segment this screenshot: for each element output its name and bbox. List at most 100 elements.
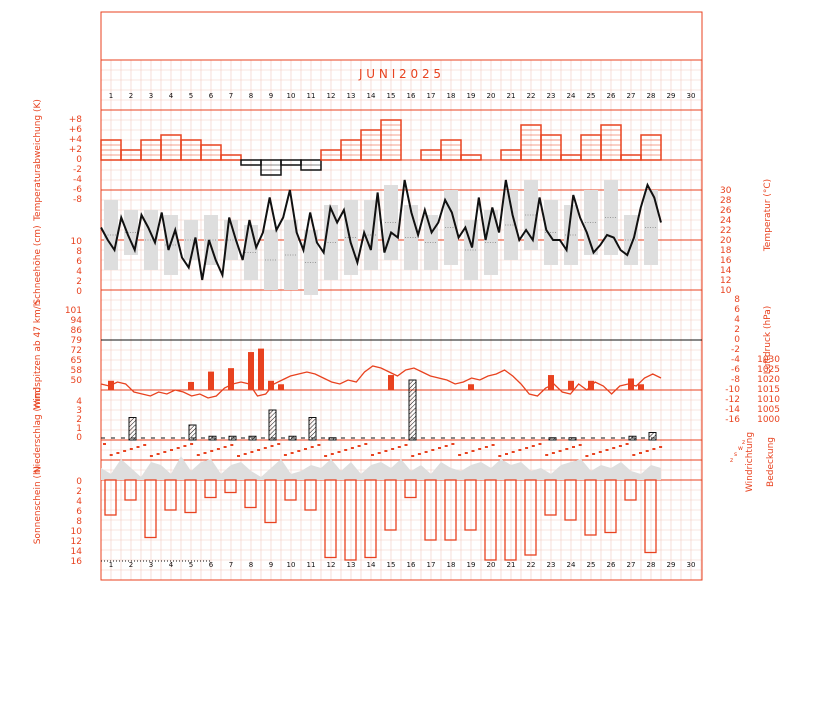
wind-dir-dot [250, 451, 254, 453]
day-label-bottom: 21 [507, 561, 516, 569]
wind-dir-dot [491, 444, 495, 446]
pressure-secondary-tick: 6 [734, 305, 740, 315]
cloud-cover-area [101, 456, 661, 480]
wind-dir-dot [243, 453, 247, 455]
anomaly-bar [540, 134, 562, 161]
wind-dir-tick: z [730, 457, 733, 464]
pressure-secondary-tick: 8 [734, 295, 740, 305]
day-label-top: 23 [547, 92, 556, 100]
gust-tick: 94 [71, 316, 83, 326]
sunshine-bar [404, 479, 417, 499]
sunshine-tick: 2 [76, 487, 82, 497]
wind-dir-dot [350, 447, 354, 449]
pressure-secondary-tick: -2 [731, 345, 740, 355]
day-label-top: 20 [487, 92, 496, 100]
sunshine-tick: 12 [71, 537, 82, 547]
day-label-top: 8 [249, 92, 253, 100]
sunshine-bar [144, 479, 157, 539]
wind-dir-dot [451, 443, 455, 445]
wind-dir-dot [645, 450, 649, 452]
day-label-bottom: 23 [547, 561, 556, 569]
wind-dir-dot [371, 454, 374, 456]
wind-dir-dot [478, 448, 482, 450]
wind-dir-dot [317, 444, 321, 446]
sunshine-bar [604, 479, 617, 534]
day-label-top: 14 [367, 92, 376, 100]
day-label-bottom: 10 [287, 561, 296, 569]
pressure-tick: 1000 [757, 415, 780, 425]
day-label-bottom: 12 [327, 561, 336, 569]
snow-depth-axis-title: Schneehöhe (cm) [33, 225, 43, 304]
precip-bar [188, 424, 197, 441]
day-label-top: 27 [627, 92, 636, 100]
day-label-top: 2 [129, 92, 133, 100]
temperature-tick: 18 [720, 246, 732, 256]
data-marks [100, 119, 663, 562]
wind-dir-dot [203, 452, 207, 454]
wind-dir-dot [605, 449, 609, 451]
gust-bar [568, 380, 574, 390]
anomaly-bar [260, 159, 282, 176]
wind-dir-dot [578, 444, 582, 446]
sunshine-tick: 10 [71, 527, 83, 537]
wind-dir-dot [116, 452, 120, 454]
precip-bar [408, 379, 417, 441]
wind-dir-dot [551, 452, 555, 454]
pressure-tick: 1015 [757, 385, 780, 395]
snow-depth-tick: 6 [76, 257, 82, 267]
temperature-tick: 12 [720, 276, 731, 286]
cloud-cover-axis-title: Bedeckung [766, 437, 776, 487]
wind-dir-dot [598, 451, 602, 453]
wind-dir-dot [357, 445, 361, 447]
temperature-tick: 28 [720, 196, 732, 206]
pressure-tick: 1005 [757, 405, 780, 415]
wind-dir-dot [505, 453, 508, 455]
wind-dir-dot [337, 451, 341, 453]
day-label-top: 1 [109, 92, 113, 100]
day-label-bottom: 25 [587, 561, 596, 569]
pressure-tick: 1025 [757, 365, 780, 375]
precip-axis-title: Niederschlag (mm) [33, 387, 43, 473]
sunshine-bar [184, 479, 197, 514]
sunshine-bar [444, 479, 457, 541]
day-label-top: 11 [307, 92, 316, 100]
wind-dir-dot [471, 450, 475, 452]
wind-dir-dot [170, 449, 173, 451]
panel-frames [100, 11, 703, 581]
precip-tick: 1 [76, 424, 82, 434]
day-label-top: 6 [209, 92, 214, 100]
gust-bar [188, 381, 194, 390]
day-label-top: 15 [387, 92, 396, 100]
wind-dir-dot [237, 455, 240, 457]
day-label-top: 26 [607, 92, 616, 100]
day-label-top: 30 [687, 92, 696, 100]
wind-dir-dot [438, 447, 441, 449]
day-label-top: 17 [427, 92, 436, 100]
day-label-bottom: 3 [149, 561, 153, 569]
wind-dir-dot [304, 448, 307, 450]
gust-axis-title: Windspitzen ab 47 km/h [33, 301, 43, 410]
anomaly-tick: +6 [69, 125, 83, 135]
gust-bar [638, 384, 644, 390]
precip-bar [128, 417, 137, 441]
wind-dir-dot [109, 454, 113, 456]
precip-tick: 0 [76, 433, 82, 443]
anomaly-tick: -2 [73, 165, 82, 175]
wind-dir-dot [411, 455, 415, 457]
wind-dir-dot [518, 449, 522, 451]
gust-bar [228, 368, 234, 390]
day-label-bottom: 16 [407, 561, 416, 569]
wind-dir-dot [156, 453, 160, 455]
gust-bar [548, 375, 554, 390]
gust-bar [278, 384, 284, 390]
wind-dir-dot [344, 449, 348, 451]
day-label-bottom: 9 [269, 561, 273, 569]
temperature-tick: 22 [720, 226, 731, 236]
wind-dir-dot [424, 451, 428, 453]
wind-dir-dot [149, 455, 153, 457]
day-label-top: 19 [467, 92, 476, 100]
sunshine-tick: 8 [76, 517, 82, 527]
precip-tick: 4 [76, 397, 82, 407]
day-label-bottom: 8 [249, 561, 253, 569]
